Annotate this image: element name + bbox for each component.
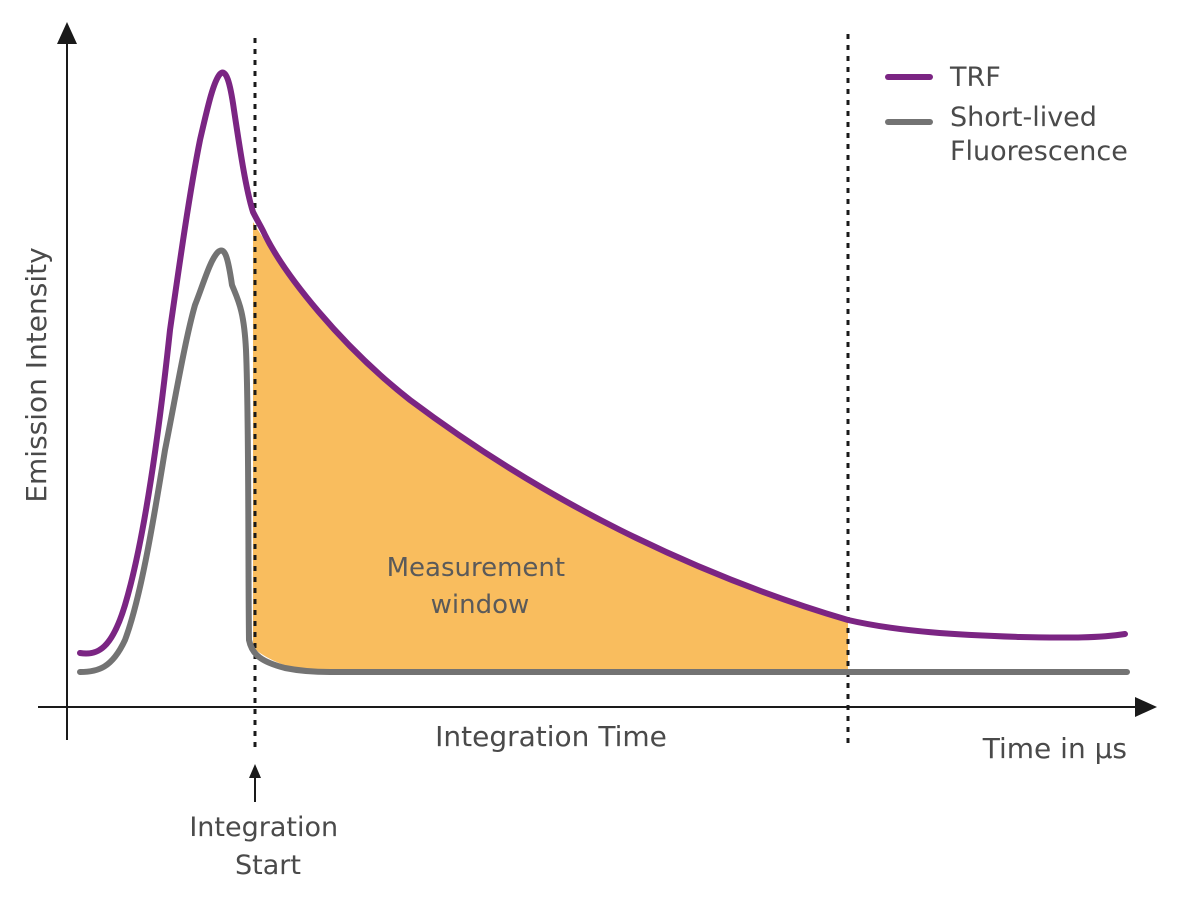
legend-label-trf: TRF — [949, 62, 1001, 93]
x-axis — [38, 697, 1157, 717]
y-axis-label: Emission Intensity — [20, 247, 53, 502]
trf-curve — [77, 69, 1128, 657]
legend: TRF Short-lived Fluorescence — [885, 62, 1128, 167]
legend-label-short-lived-line-1: Short-lived — [950, 102, 1097, 133]
measurement-window-label-line-2: window — [431, 590, 530, 620]
measurement-window-area — [253, 222, 848, 672]
y-axis-arrow-icon — [57, 22, 77, 44]
integration-time-label: Integration Time — [435, 720, 667, 753]
integration-start-label-line-1: Integration — [189, 812, 338, 843]
short-lived-fluorescence-curve — [77, 247, 1130, 675]
legend-label-short-lived-line-2: Fluorescence — [950, 136, 1128, 167]
x-axis-arrow-icon — [1135, 697, 1157, 717]
measurement-window-label: Measurement window — [387, 553, 574, 620]
legend-label-short-lived: Short-lived Fluorescence — [950, 102, 1128, 167]
measurement-window-label-line-1: Measurement — [387, 553, 566, 583]
x-axis-label: Time in µs — [982, 732, 1127, 765]
integration-start-label: Integration Start — [189, 812, 346, 881]
legend-item-trf: TRF — [885, 62, 1001, 93]
integration-start-arrowhead-icon — [249, 764, 261, 778]
legend-item-short-lived: Short-lived Fluorescence — [885, 102, 1128, 167]
y-axis — [57, 22, 77, 740]
integration-start-label-line-2: Start — [235, 850, 301, 881]
